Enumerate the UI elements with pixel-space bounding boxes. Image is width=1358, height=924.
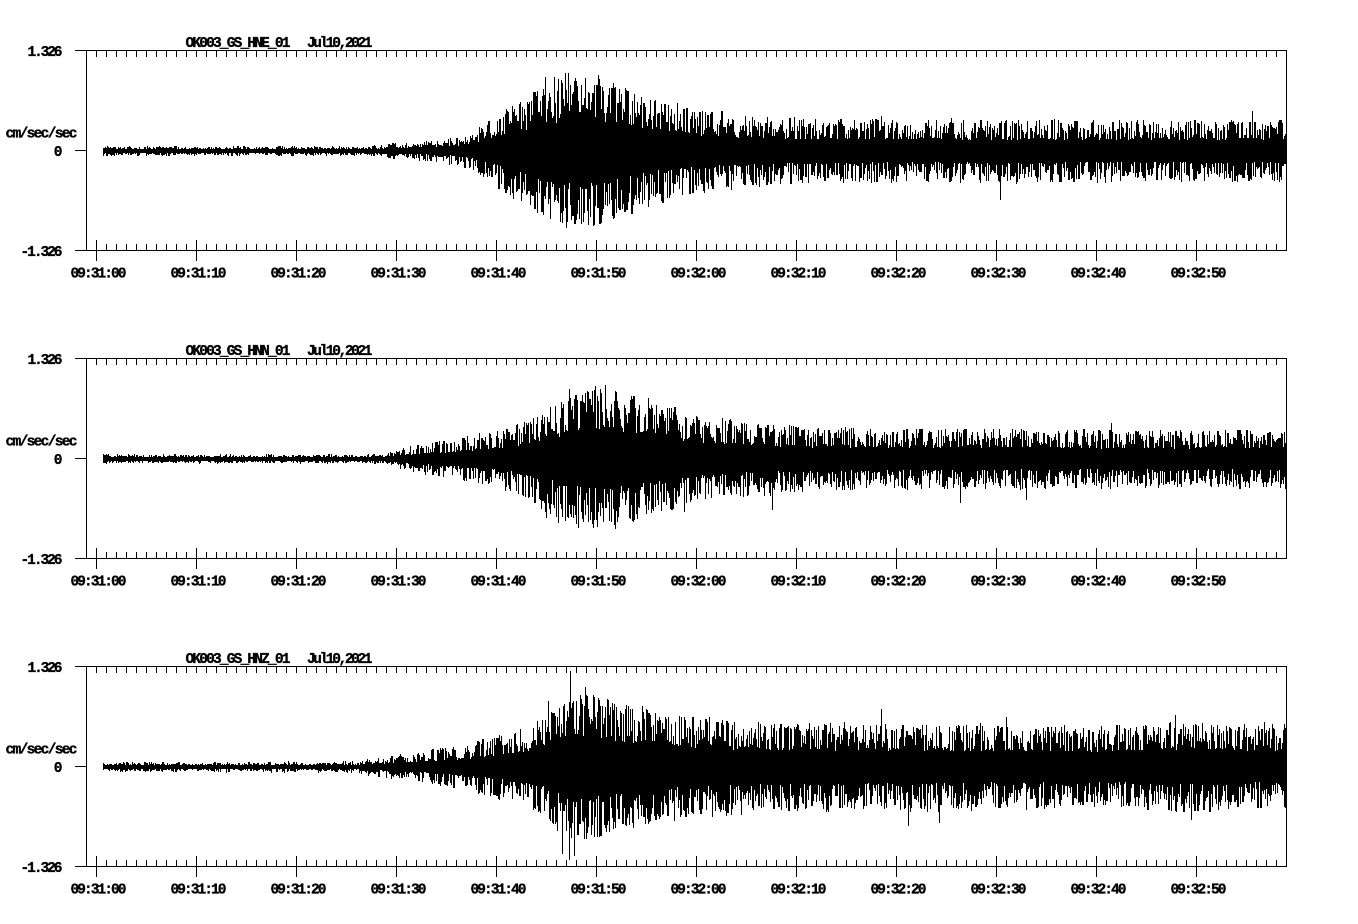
- svg-text:cm/sec/sec: cm/sec/sec: [6, 127, 78, 143]
- svg-text:Jul10,2021: Jul10,2021: [307, 36, 373, 52]
- svg-text:OK003_GS_HNN_01: OK003_GS_HNN_01: [186, 344, 291, 360]
- svg-text:09:32:00: 09:32:00: [671, 575, 727, 591]
- svg-text:09:32:30: 09:32:30: [971, 575, 1027, 591]
- svg-text:1.326: 1.326: [28, 45, 63, 61]
- svg-text:09:32:50: 09:32:50: [1171, 883, 1227, 899]
- svg-text:09:31:00: 09:31:00: [71, 267, 127, 283]
- svg-text:09:31:00: 09:31:00: [71, 575, 127, 591]
- svg-text:-1.326: -1.326: [21, 245, 63, 261]
- svg-text:cm/sec/sec: cm/sec/sec: [6, 435, 78, 451]
- svg-text:09:32:20: 09:32:20: [871, 267, 927, 283]
- svg-text:1.326: 1.326: [28, 661, 63, 677]
- svg-text:09:32:10: 09:32:10: [771, 267, 827, 283]
- svg-text:09:31:10: 09:31:10: [171, 267, 227, 283]
- svg-text:09:31:40: 09:31:40: [471, 267, 527, 283]
- svg-text:09:31:50: 09:31:50: [571, 575, 627, 591]
- svg-text:09:32:10: 09:32:10: [771, 883, 827, 899]
- svg-text:09:32:50: 09:32:50: [1171, 267, 1227, 283]
- svg-text:cm/sec/sec: cm/sec/sec: [6, 743, 78, 759]
- svg-text:OK003_GS_HNZ_01: OK003_GS_HNZ_01: [186, 652, 291, 668]
- svg-text:OK003_GS_HNE_01: OK003_GS_HNE_01: [186, 36, 291, 52]
- svg-text:09:32:40: 09:32:40: [1071, 883, 1127, 899]
- svg-text:09:31:40: 09:31:40: [471, 883, 527, 899]
- svg-text:09:31:50: 09:31:50: [571, 883, 627, 899]
- svg-text:09:32:30: 09:32:30: [971, 267, 1027, 283]
- svg-text:09:31:10: 09:31:10: [171, 883, 227, 899]
- svg-text:09:32:00: 09:32:00: [671, 267, 727, 283]
- svg-text:09:32:10: 09:32:10: [771, 575, 827, 591]
- svg-text:09:32:00: 09:32:00: [671, 883, 727, 899]
- svg-text:09:31:10: 09:31:10: [171, 575, 227, 591]
- svg-text:0: 0: [54, 145, 63, 161]
- svg-text:09:32:40: 09:32:40: [1071, 575, 1127, 591]
- svg-text:09:32:20: 09:32:20: [871, 883, 927, 899]
- svg-text:09:31:20: 09:31:20: [271, 575, 327, 591]
- svg-text:1.326: 1.326: [28, 353, 63, 369]
- svg-text:09:31:30: 09:31:30: [371, 575, 427, 591]
- svg-text:-1.326: -1.326: [21, 553, 63, 569]
- svg-text:-1.326: -1.326: [21, 861, 63, 877]
- svg-text:0: 0: [54, 761, 63, 777]
- svg-text:09:31:40: 09:31:40: [471, 575, 527, 591]
- svg-text:09:31:20: 09:31:20: [271, 267, 327, 283]
- svg-text:09:31:50: 09:31:50: [571, 267, 627, 283]
- svg-text:Jul10,2021: Jul10,2021: [307, 652, 373, 668]
- svg-text:0: 0: [54, 453, 63, 469]
- svg-text:09:31:20: 09:31:20: [271, 883, 327, 899]
- svg-text:09:32:30: 09:32:30: [971, 883, 1027, 899]
- svg-text:09:31:30: 09:31:30: [371, 883, 427, 899]
- svg-text:09:32:40: 09:32:40: [1071, 267, 1127, 283]
- svg-text:09:31:30: 09:31:30: [371, 267, 427, 283]
- svg-text:Jul10,2021: Jul10,2021: [307, 344, 373, 360]
- svg-text:09:32:50: 09:32:50: [1171, 575, 1227, 591]
- svg-text:09:31:00: 09:31:00: [71, 883, 127, 899]
- svg-text:09:32:20: 09:32:20: [871, 575, 927, 591]
